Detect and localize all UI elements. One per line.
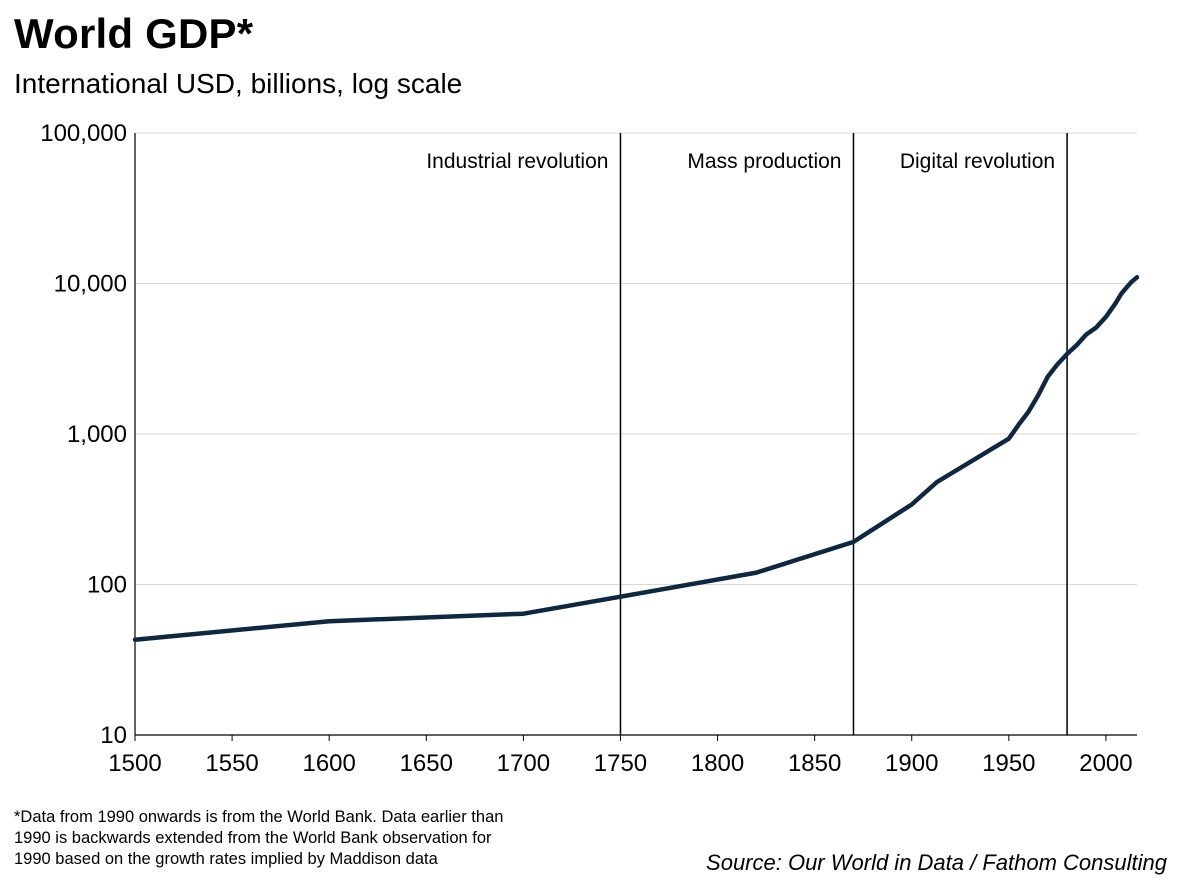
x-tick-label: 1550: [205, 750, 258, 777]
footnote: *Data from 1990 onwards is from the Worl…: [14, 807, 654, 870]
y-tick-label: 10: [100, 722, 127, 749]
era-marker-label: Industrial revolution: [426, 150, 608, 173]
x-tick-label: 2000: [1079, 750, 1132, 777]
x-tick-label: 1750: [594, 750, 647, 777]
x-tick-label: 1500: [108, 750, 161, 777]
y-tick-label: 100,000: [40, 120, 127, 147]
x-tick-label: 1600: [302, 750, 355, 777]
series-line-world-gdp: [132, 275, 1140, 642]
x-tick-label: 1900: [885, 750, 938, 777]
chart-title: World GDP*: [14, 10, 254, 57]
era-marker-label: Mass production: [687, 150, 841, 173]
x-tick-label: 1800: [691, 750, 744, 777]
era-marker-label: Digital revolution: [900, 150, 1055, 173]
footnote-line: 1990 based on the growth rates implied b…: [14, 850, 438, 868]
source-note: Source: Our World in Data / Fathom Consu…: [706, 850, 1167, 875]
x-tick-label: 1650: [400, 750, 453, 777]
x-tick-label: 1950: [982, 750, 1035, 777]
x-tick-label: 1700: [497, 750, 550, 777]
footnote-line: *Data from 1990 onwards is from the Worl…: [14, 808, 504, 826]
x-tick-label: 1850: [788, 750, 841, 777]
footnote-line: 1990 is backwards extended from the Worl…: [14, 829, 492, 847]
y-tick-label: 1,000: [67, 421, 127, 448]
chart-subtitle: International USD, billions, log scale: [14, 68, 463, 99]
y-tick-label: 10,000: [54, 271, 127, 298]
y-tick-label: 100: [87, 572, 127, 599]
